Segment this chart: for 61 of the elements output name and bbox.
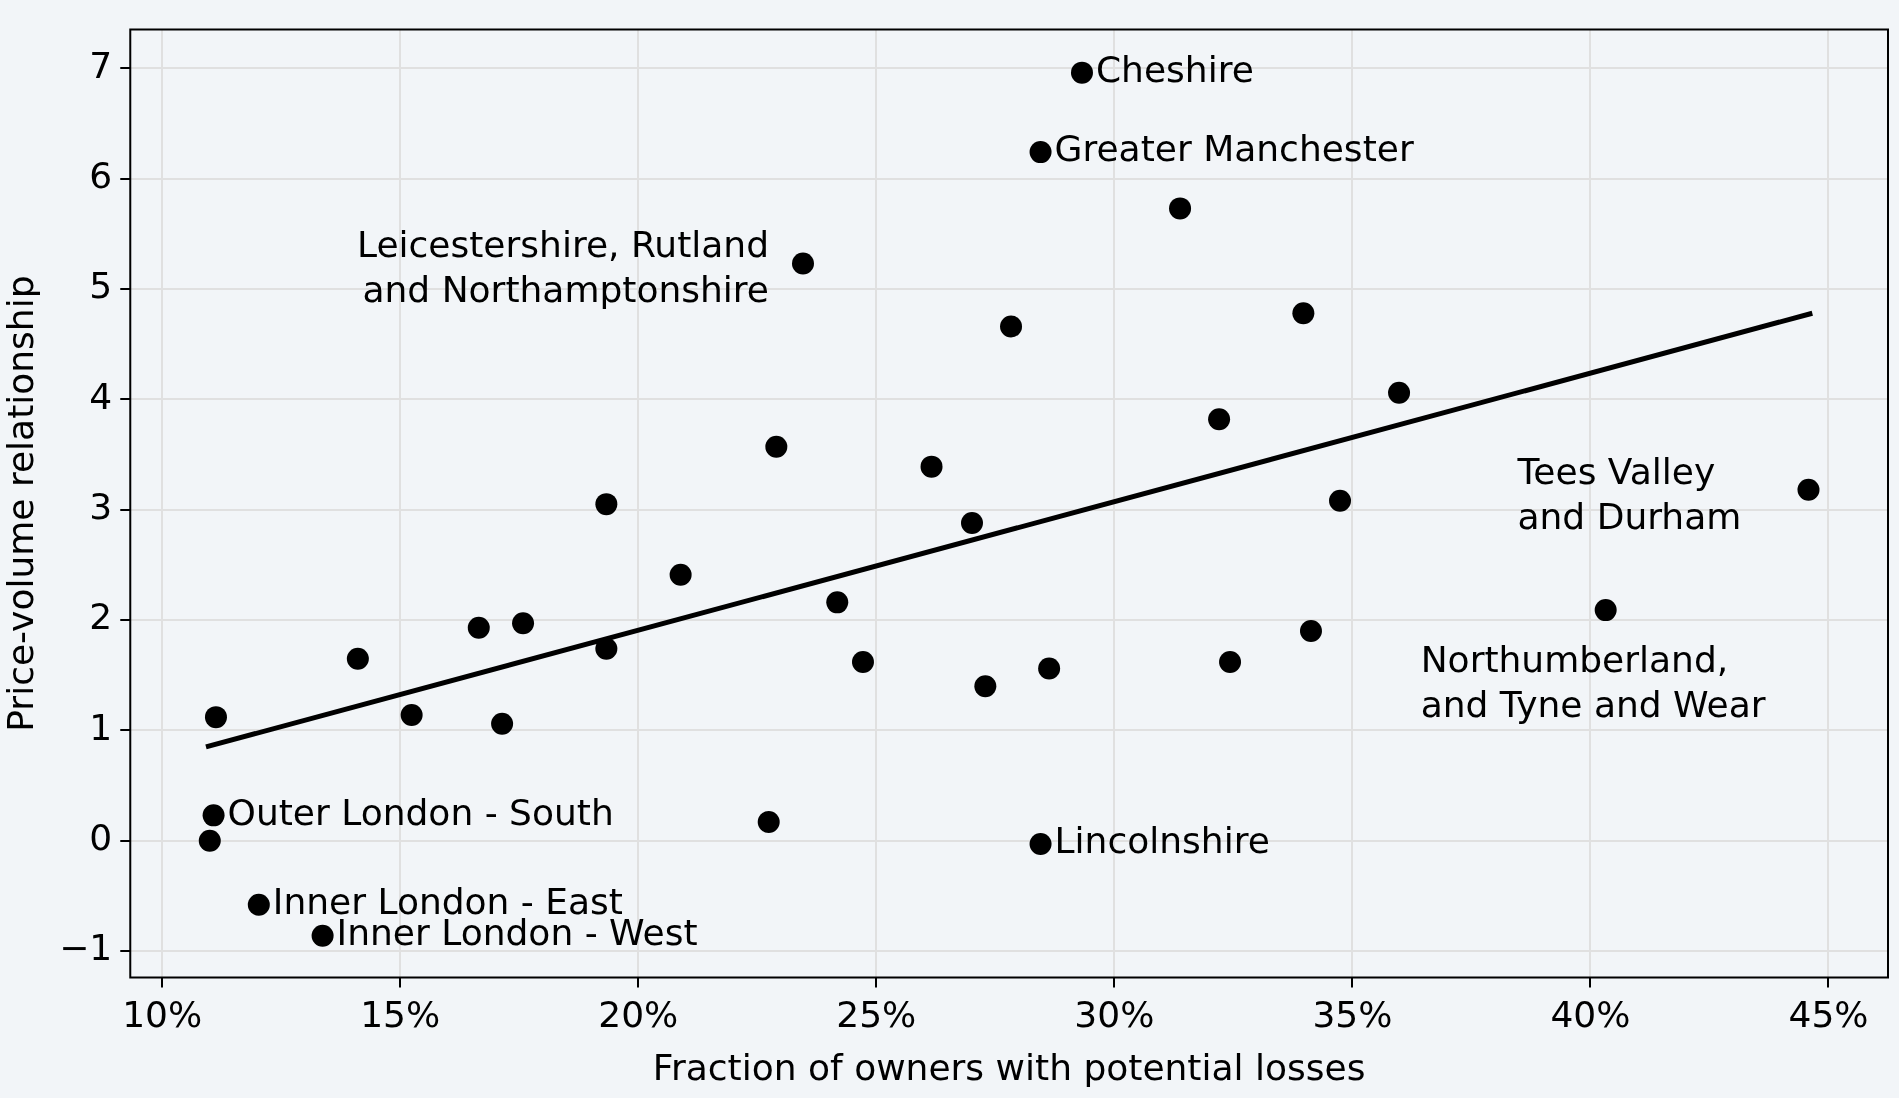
point bbox=[595, 493, 618, 516]
x-tick-label: 35% bbox=[1312, 993, 1393, 1035]
point bbox=[851, 650, 874, 673]
point bbox=[1329, 489, 1352, 512]
annotation: Greater Manchester bbox=[1054, 128, 1414, 170]
point bbox=[311, 924, 334, 947]
annotation: Leicestershire, Rutland and Northamptonshire bbox=[356, 223, 769, 310]
point bbox=[1299, 620, 1322, 643]
x-tick-label: 45% bbox=[1788, 993, 1869, 1035]
point bbox=[669, 563, 692, 586]
y-tick-label: 0 bbox=[89, 817, 113, 859]
point bbox=[1169, 197, 1192, 220]
point bbox=[467, 616, 490, 639]
point bbox=[1594, 599, 1617, 622]
y-tick-label: 5 bbox=[89, 265, 113, 307]
point bbox=[1000, 315, 1023, 338]
y-tick-label: 1 bbox=[89, 706, 113, 748]
x-tick-label: 30% bbox=[1074, 993, 1155, 1035]
y-tick-label: 2 bbox=[89, 596, 113, 638]
point bbox=[595, 637, 618, 660]
point bbox=[247, 893, 270, 916]
annotation: Tees Valley and Durham bbox=[1516, 451, 1742, 538]
x-tick-label: 25% bbox=[836, 993, 917, 1035]
point bbox=[961, 511, 983, 534]
point bbox=[400, 703, 423, 726]
y-tick-label: 7 bbox=[89, 44, 113, 86]
y-tick-label: 4 bbox=[89, 375, 113, 417]
point bbox=[974, 675, 997, 698]
point bbox=[826, 591, 849, 614]
x-tick-label: 15% bbox=[360, 993, 441, 1035]
y-tick-label: 3 bbox=[89, 486, 113, 528]
x-tick-label: 10% bbox=[122, 993, 203, 1035]
point bbox=[346, 647, 369, 670]
annotation: Outer London - South bbox=[227, 791, 614, 833]
y-axis-title: Price-volume relationship bbox=[0, 275, 41, 732]
point bbox=[757, 810, 780, 833]
point bbox=[1038, 657, 1061, 680]
point bbox=[1070, 61, 1093, 84]
point bbox=[1029, 833, 1052, 856]
x-tick-label: 40% bbox=[1550, 993, 1631, 1035]
point bbox=[1797, 478, 1820, 501]
point bbox=[1219, 650, 1242, 673]
point bbox=[1029, 141, 1052, 164]
x-tick-label: 20% bbox=[598, 993, 679, 1035]
point bbox=[198, 829, 221, 852]
point bbox=[1208, 408, 1231, 431]
point bbox=[920, 455, 943, 478]
point bbox=[1292, 302, 1315, 325]
annotation: Lincolnshire bbox=[1054, 820, 1270, 862]
point bbox=[791, 252, 814, 275]
point bbox=[512, 612, 535, 635]
y-tick-label: 6 bbox=[89, 154, 113, 196]
x-axis-title: Fraction of owners with potential losses bbox=[652, 1046, 1366, 1088]
y-tick-label: −1 bbox=[59, 927, 113, 969]
point bbox=[202, 804, 225, 827]
point bbox=[765, 435, 788, 458]
point bbox=[1388, 381, 1411, 404]
annotation: Northumberland, and Tyne and Wear bbox=[1420, 639, 1766, 726]
point bbox=[204, 706, 227, 729]
annotation: Cheshire bbox=[1095, 49, 1254, 90]
point bbox=[491, 712, 514, 735]
